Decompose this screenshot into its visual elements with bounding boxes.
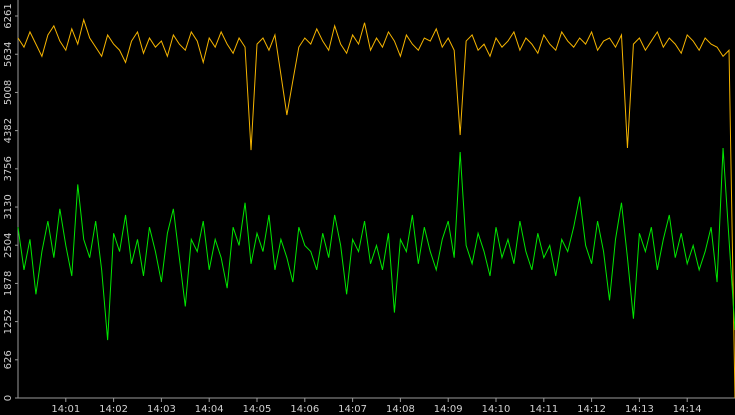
x-tick-label: 14:14 xyxy=(673,404,702,415)
y-tick-label: 6261 xyxy=(3,3,14,28)
x-tick-label: 14:02 xyxy=(99,404,128,415)
x-tick-label: 14:13 xyxy=(625,404,654,415)
x-tick-label: 14:05 xyxy=(243,404,272,415)
series-line xyxy=(17,17,735,399)
x-tick-label: 14:12 xyxy=(577,404,606,415)
y-tick-label: 4382 xyxy=(3,118,14,143)
y-tick-label: 2504 xyxy=(3,232,14,257)
y-tick-label: 5634 xyxy=(3,42,14,67)
y-tick-label: 0 xyxy=(3,395,14,401)
y-tick-label: 626 xyxy=(3,350,14,369)
y-tick-label: 3130 xyxy=(3,194,14,219)
y-tick-label: 1252 xyxy=(3,309,14,334)
x-tick-label: 14:07 xyxy=(338,404,367,415)
x-tick-label: 14:10 xyxy=(482,404,511,415)
x-tick-label: 14:08 xyxy=(386,404,415,415)
x-tick-label: 14:06 xyxy=(290,404,319,415)
x-tick-label: 14:09 xyxy=(434,404,463,415)
x-tick-label: 14:03 xyxy=(147,404,176,415)
x-tick-label: 14:11 xyxy=(529,404,558,415)
x-tick-label: 14:01 xyxy=(51,404,80,415)
y-tick-label: 5008 xyxy=(3,80,14,105)
x-tick-label: 14:04 xyxy=(195,404,224,415)
y-tick-label: 1878 xyxy=(3,271,14,296)
y-tick-label: 3756 xyxy=(3,156,14,181)
series-line xyxy=(17,147,735,341)
